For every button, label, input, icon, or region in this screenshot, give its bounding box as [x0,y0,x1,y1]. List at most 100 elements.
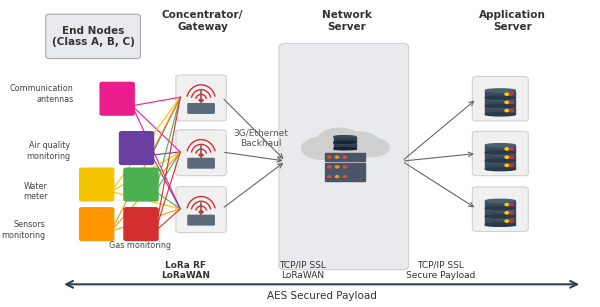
Ellipse shape [485,113,515,116]
Ellipse shape [485,144,515,147]
FancyBboxPatch shape [119,131,154,165]
Circle shape [199,211,203,213]
Circle shape [356,138,389,157]
Bar [485,107,515,114]
Circle shape [505,212,509,214]
Circle shape [199,99,203,101]
Circle shape [509,101,513,103]
Ellipse shape [485,207,515,210]
Bar [325,163,365,171]
Circle shape [199,154,203,156]
FancyBboxPatch shape [187,103,215,114]
Circle shape [335,176,339,177]
Text: Water
meter: Water meter [23,182,47,201]
Ellipse shape [485,105,515,109]
Ellipse shape [485,96,515,99]
Text: Air quality
monitoring: Air quality monitoring [26,141,70,161]
FancyBboxPatch shape [79,168,115,202]
Bar [485,209,515,216]
Bar [485,201,515,208]
Bar [485,91,515,98]
FancyBboxPatch shape [176,130,226,176]
Circle shape [505,156,509,158]
Circle shape [328,166,331,168]
Bar [485,145,515,153]
Bar [485,162,515,169]
Circle shape [335,156,339,158]
Ellipse shape [485,208,515,211]
Ellipse shape [485,104,515,108]
Circle shape [509,110,513,112]
Bar [485,217,515,225]
Ellipse shape [334,136,356,138]
FancyBboxPatch shape [176,187,226,233]
Ellipse shape [485,152,515,155]
Circle shape [505,164,509,166]
Circle shape [317,128,361,153]
FancyBboxPatch shape [279,43,409,270]
Text: End Nodes
(Class A, B, C): End Nodes (Class A, B, C) [52,25,134,47]
FancyBboxPatch shape [79,207,115,241]
Circle shape [509,93,513,95]
Circle shape [328,156,331,158]
Circle shape [319,144,350,161]
Ellipse shape [485,159,515,162]
Circle shape [302,137,341,159]
Text: Concentrator/
Gateway: Concentrator/ Gateway [162,10,243,32]
Circle shape [509,212,513,214]
Circle shape [505,148,509,150]
Circle shape [343,176,347,177]
Circle shape [343,166,347,168]
Ellipse shape [485,223,515,226]
FancyBboxPatch shape [46,14,140,59]
Ellipse shape [485,215,515,218]
Circle shape [505,101,509,103]
Ellipse shape [485,89,515,92]
FancyBboxPatch shape [187,158,215,169]
Circle shape [509,204,513,206]
FancyBboxPatch shape [123,207,159,241]
FancyBboxPatch shape [472,131,528,176]
Ellipse shape [334,148,356,150]
Circle shape [505,220,509,222]
Ellipse shape [485,160,515,163]
Text: 3G/Ethernet
Backhaul: 3G/Ethernet Backhaul [233,129,288,148]
FancyBboxPatch shape [472,187,528,231]
FancyBboxPatch shape [100,82,135,116]
Ellipse shape [485,199,515,203]
Circle shape [343,156,347,158]
Circle shape [509,156,513,158]
Circle shape [509,164,513,166]
Ellipse shape [485,97,515,100]
Text: TCP/IP SSL
Secure Payload: TCP/IP SSL Secure Payload [406,261,475,280]
Ellipse shape [485,167,515,171]
FancyBboxPatch shape [176,75,226,121]
Text: Sensors
monitoring: Sensors monitoring [2,220,46,240]
Ellipse shape [485,151,515,154]
Text: TCP/IP SSL
LoRaWAN: TCP/IP SSL LoRaWAN [279,261,326,280]
Ellipse shape [485,216,515,219]
Circle shape [509,220,513,222]
FancyBboxPatch shape [187,215,215,226]
Circle shape [505,204,509,206]
Bar [485,99,515,106]
Circle shape [505,110,509,112]
Circle shape [328,176,331,177]
Bar [325,153,365,161]
Circle shape [505,93,509,95]
Text: Logistic: Logistic [125,208,155,216]
Bar [485,154,515,161]
Text: AES Secured Payload: AES Secured Payload [266,291,377,301]
Circle shape [342,132,379,152]
Circle shape [335,166,339,168]
FancyBboxPatch shape [472,76,528,121]
Text: LoRa RF
LoRaWAN: LoRa RF LoRaWAN [161,261,211,280]
Bar [334,137,356,142]
Ellipse shape [334,141,356,143]
Text: Application
Server: Application Server [479,10,546,32]
Text: Communication
antennas: Communication antennas [10,84,73,104]
Circle shape [509,148,513,150]
Text: Gas monitoring: Gas monitoring [109,242,171,251]
Circle shape [340,144,369,160]
Text: Network
Server: Network Server [322,10,371,32]
